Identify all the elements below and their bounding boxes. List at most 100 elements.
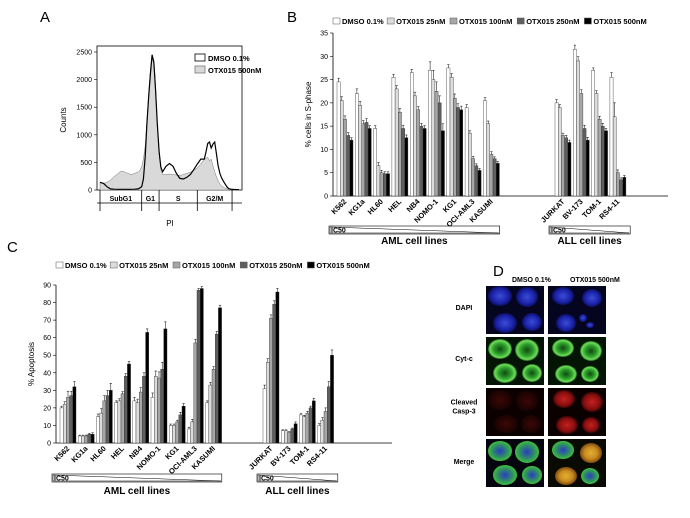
bars [336, 44, 627, 197]
image-cytc-otx [548, 337, 606, 385]
bar-jurkat-dmso-0-1 [554, 102, 559, 197]
bar-oci-aml3-otx015-500nm [477, 170, 482, 197]
y-tick-label: 1500 [76, 105, 92, 112]
legend-swatch-dmso-0-1 [332, 17, 341, 25]
y-tick-label: 1000 [76, 132, 92, 139]
bar-kasumi-otx015-25nm [486, 123, 491, 197]
ic50-wedge [549, 226, 630, 234]
ic50-label: IC50 [331, 228, 346, 235]
category-rs4-11: RS4-11 [597, 197, 621, 221]
category-bv-173: BV-173 [269, 444, 293, 468]
bar-rs4-11-dmso-0-1 [609, 77, 614, 197]
y-tick-label: 60 [43, 335, 51, 342]
bar-nomo-1-otx015-250nm [160, 369, 165, 444]
y-tick-label: 500 [80, 160, 92, 167]
legend-otx015-25nm: OTX015 25nM [119, 261, 168, 270]
y-tick-label: 0 [47, 441, 51, 448]
bar-kg1a-dmso-0-1 [355, 93, 359, 197]
axes: 0 5 10 15 20 25 30 35 % cells in S-phase [304, 31, 668, 201]
legend-otx: OTX015 500nM [208, 66, 261, 75]
row-label-merge: Merge [454, 459, 475, 466]
legend-otx015-25nm: OTX015 25nM [396, 17, 445, 26]
bar-nb4-otx015-25nm [413, 95, 417, 197]
gate-g1: G1 [146, 196, 155, 203]
bar-rs4-11-dmso-0-1 [317, 425, 322, 444]
ic50-box [51, 473, 223, 483]
bar-jurkat-dmso-0-1 [262, 388, 267, 444]
bar-jurkat-otx015-500nm [567, 142, 572, 197]
y-tick-label: 35 [320, 31, 328, 38]
bar-jurkat-otx015-25nm [558, 107, 562, 197]
bar-hl60-otx015-25nm [376, 165, 381, 197]
bar-kg1a-otx015-250nm [364, 122, 369, 197]
bar-kasumi-otx015-500nm [496, 163, 500, 197]
bar-rs4-11-otx015-25nm [320, 419, 325, 444]
bar-tom-1-dmso-0-1 [299, 414, 303, 444]
bar-kasumi-otx015-250nm [492, 158, 497, 197]
bar-rs4-11-otx015-100nm [616, 172, 620, 197]
legend-swatch-otx015-500nm [307, 261, 315, 269]
image-dapi-otx [548, 286, 606, 334]
bar-kg1a-otx015-25nm [358, 104, 362, 197]
bar-hel-otx015-500nm [404, 137, 409, 197]
bar-hel-otx015-25nm [117, 400, 122, 444]
bar-hl60-otx015-500nm [386, 173, 390, 197]
category-jurkat: JURKAT [539, 197, 567, 225]
legend-swatch-otx015-250nm [239, 261, 248, 269]
category-hel: HEL [386, 197, 403, 214]
bar-kasumi-dmso-0-1 [483, 100, 487, 197]
bar-k562-otx015-500nm [349, 139, 354, 197]
y-tick-label: 20 [320, 100, 328, 107]
y-tick-label: 2000 [76, 77, 92, 84]
legend-swatch-otx [194, 65, 206, 74]
bar-bv-173-otx015-100nm [287, 432, 292, 444]
bar-nb4-dmso-0-1 [410, 72, 414, 197]
bar-oci-aml3-otx015-100nm [193, 342, 198, 444]
gate-g2-m: G2/M [206, 196, 223, 203]
ic50-label: IC50 [54, 476, 69, 483]
legend-otx015-100nm: OTX015 100nM [182, 261, 235, 270]
bar-oci-aml3-dmso-0-1 [187, 428, 191, 444]
bar-bv-173-dmso-0-1 [573, 49, 577, 197]
panel-label-b: B [287, 9, 297, 26]
y-tick-label: 50 [43, 353, 51, 360]
histogram-y-ticks: 0 500 1000 1500 2000 2500 [76, 50, 97, 195]
bar-kasumi-otx015-100nm [489, 153, 494, 197]
category-rs4-11: RS4-11 [305, 444, 329, 468]
legend-swatch-otx015-100nm [172, 261, 181, 269]
bar-nb4-otx015-100nm [416, 109, 421, 197]
bar-rs4-11-otx015-250nm [327, 386, 331, 444]
gate-subg1: SubG1 [110, 196, 133, 203]
bar-hel-dmso-0-1 [114, 402, 118, 444]
legend-swatch-otx015-25nm [109, 261, 118, 269]
legend-otx015-250nm: OTX015 250nM [249, 261, 302, 270]
bar-k562-otx015-25nm [63, 404, 67, 444]
bar-nb4-otx015-250nm [142, 376, 146, 444]
bar-kg1-otx015-25nm [172, 425, 176, 444]
bar-rs4-11-otx015-250nm [619, 179, 623, 197]
bar-nb4-otx015-500nm [422, 128, 427, 197]
bar-hel-otx015-25nm [394, 88, 399, 197]
y-tick-label: 30 [43, 388, 51, 395]
y-tick-label: 70 [43, 318, 51, 325]
bar-hel-otx015-250nm [123, 376, 128, 444]
bar-nomo-1-otx015-250nm [437, 102, 442, 197]
bar-hl60-otx015-250nm [105, 395, 110, 444]
apoptosis-bar-chart: DMSO 0.1% OTX015 25nM OTX015 100nM OTX015 2… [27, 261, 392, 497]
bar-nomo-1-otx015-100nm [434, 91, 439, 197]
image-casp3-dmso [486, 388, 544, 436]
bar-kg1a-dmso-0-1 [77, 435, 82, 444]
microscopy-row-labels: DAPI Cyt-c Cleaved Casp-3 Merge [451, 305, 478, 466]
y-tick-label: 15 [320, 124, 328, 131]
y-axis-label: % cells in S-phase [304, 81, 313, 147]
bar-hl60-otx015-500nm [108, 390, 113, 444]
ic50-label: IC50 [259, 476, 274, 483]
legend-swatch-otx015-25nm [386, 17, 395, 25]
image-merge-otx [548, 439, 606, 487]
y-tick-label: 0 [324, 194, 328, 201]
ic50-box [328, 225, 500, 235]
group-aml-cell-lines: AML cell lines [104, 486, 171, 497]
category-k562: K562 [52, 444, 71, 463]
bar-bv-173-otx015-250nm [582, 128, 587, 197]
histogram-x-label: PI [166, 219, 174, 228]
